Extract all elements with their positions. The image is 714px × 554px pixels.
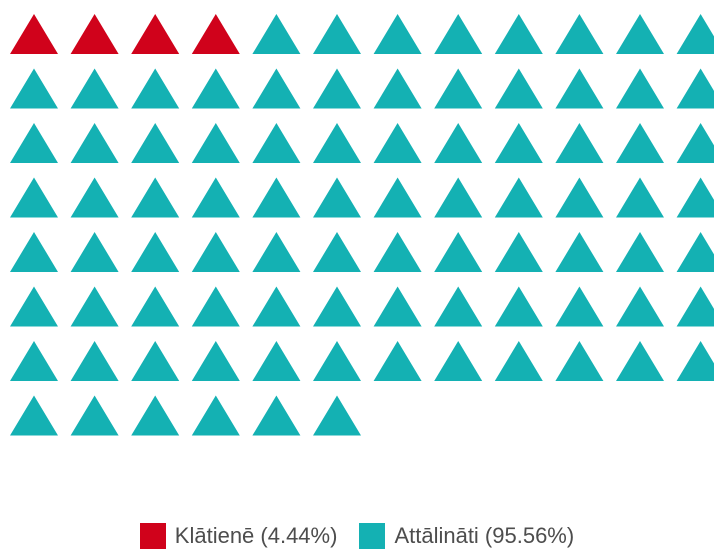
waffle-unit-attalinati xyxy=(373,232,422,272)
waffle-unit-attalinati xyxy=(676,177,714,218)
waffle-unit-attalinati xyxy=(313,14,361,54)
waffle-unit-attalinati xyxy=(70,286,119,327)
waffle-unit-attalinati xyxy=(191,68,240,109)
legend-item-klatiene[interactable]: Klātienē (4.44%) xyxy=(139,523,338,549)
waffle-unit-attalinati xyxy=(313,341,361,381)
waffle-unit-attalinati xyxy=(313,177,361,218)
waffle-unit-attalinati xyxy=(373,14,422,54)
legend-item-attalinati[interactable]: Attālināti (95.56%) xyxy=(359,523,574,549)
waffle-unit-attalinati xyxy=(10,177,58,218)
waffle-unit-attalinati xyxy=(555,177,604,218)
waffle-unit-attalinati xyxy=(676,68,714,109)
waffle-unit-attalinati xyxy=(131,341,180,381)
legend: Klātienē (4.44%) Attālināti (95.56%) xyxy=(0,521,714,551)
waffle-unit-attalinati xyxy=(131,68,180,109)
waffle-unit-attalinati xyxy=(373,341,422,381)
waffle-unit-attalinati xyxy=(10,395,58,436)
waffle-unit-klatiene xyxy=(70,14,119,54)
waffle-unit-attalinati xyxy=(252,395,301,436)
waffle-unit-attalinati xyxy=(676,232,714,272)
waffle-unit-attalinati xyxy=(70,68,119,109)
waffle-unit-attalinati xyxy=(313,123,361,163)
waffle-unit-attalinati xyxy=(434,232,483,272)
waffle-unit-attalinati xyxy=(252,341,301,381)
waffle-unit-attalinati xyxy=(616,341,664,381)
waffle-unit-attalinati xyxy=(373,286,422,327)
waffle-unit-attalinati xyxy=(676,341,714,381)
waffle-unit-attalinati xyxy=(252,14,301,54)
waffle-unit-attalinati xyxy=(313,395,361,436)
waffle-unit-attalinati xyxy=(131,177,180,218)
waffle-unit-attalinati xyxy=(252,68,301,109)
waffle-unit-attalinati xyxy=(10,68,58,109)
waffle-unit-attalinati xyxy=(191,395,240,436)
waffle-unit-attalinati xyxy=(10,286,58,327)
waffle-unit-attalinati xyxy=(10,123,58,163)
waffle-unit-attalinati xyxy=(434,177,483,218)
waffle-unit-attalinati xyxy=(191,123,240,163)
waffle-unit-attalinati xyxy=(131,123,180,163)
legend-swatch-attalinati xyxy=(359,523,386,549)
waffle-unit-attalinati xyxy=(494,341,543,381)
waffle-unit-attalinati xyxy=(373,177,422,218)
waffle-chart xyxy=(10,14,714,436)
waffle-unit-attalinati xyxy=(313,232,361,272)
waffle-unit-attalinati xyxy=(494,232,543,272)
waffle-unit-attalinati xyxy=(616,177,664,218)
waffle-unit-attalinati xyxy=(555,14,604,54)
waffle-unit-attalinati xyxy=(494,68,543,109)
waffle-unit-attalinati xyxy=(555,286,604,327)
waffle-unit-attalinati xyxy=(434,341,483,381)
waffle-unit-attalinati xyxy=(373,123,422,163)
waffle-unit-attalinati xyxy=(10,232,58,272)
waffle-unit-attalinati xyxy=(252,177,301,218)
waffle-unit-attalinati xyxy=(191,286,240,327)
waffle-unit-attalinati xyxy=(131,395,180,436)
waffle-unit-attalinati xyxy=(131,232,180,272)
waffle-unit-attalinati xyxy=(555,341,604,381)
waffle-unit-attalinati xyxy=(313,68,361,109)
waffle-unit-klatiene xyxy=(191,14,240,54)
waffle-unit-attalinati xyxy=(70,232,119,272)
legend-label-klatiene: Klātienē (4.44%) xyxy=(174,523,338,548)
waffle-unit-attalinati xyxy=(676,14,714,54)
waffle-unit-attalinati xyxy=(313,286,361,327)
waffle-unit-attalinati xyxy=(252,232,301,272)
waffle-unit-attalinati xyxy=(616,286,664,327)
waffle-unit-attalinati xyxy=(616,232,664,272)
waffle-unit-attalinati xyxy=(494,14,543,54)
waffle-unit-attalinati xyxy=(252,286,301,327)
waffle-unit-klatiene xyxy=(10,14,58,54)
waffle-unit-attalinati xyxy=(434,68,483,109)
legend-label-attalinati: Attālināti (95.56%) xyxy=(394,523,575,548)
waffle-unit-attalinati xyxy=(676,123,714,163)
waffle-unit-attalinati xyxy=(70,395,119,436)
waffle-unit-attalinati xyxy=(616,123,664,163)
waffle-unit-attalinati xyxy=(434,14,483,54)
waffle-unit-attalinati xyxy=(70,341,119,381)
waffle-unit-attalinati xyxy=(434,286,483,327)
waffle-unit-klatiene xyxy=(131,14,180,54)
waffle-unit-attalinati xyxy=(70,123,119,163)
waffle-unit-attalinati xyxy=(70,177,119,218)
waffle-unit-attalinati xyxy=(10,341,58,381)
waffle-unit-attalinati xyxy=(434,123,483,163)
waffle-unit-attalinati xyxy=(494,123,543,163)
legend-swatch-klatiene xyxy=(139,523,166,549)
waffle-unit-attalinati xyxy=(252,123,301,163)
waffle-unit-attalinati xyxy=(555,68,604,109)
waffle-unit-attalinati xyxy=(494,286,543,327)
waffle-unit-attalinati xyxy=(131,286,180,327)
waffle-unit-attalinati xyxy=(373,68,422,109)
waffle-unit-attalinati xyxy=(191,232,240,272)
waffle-unit-attalinati xyxy=(555,123,604,163)
waffle-unit-attalinati xyxy=(494,177,543,218)
waffle-unit-attalinati xyxy=(191,341,240,381)
waffle-unit-attalinati xyxy=(191,177,240,218)
waffle-unit-attalinati xyxy=(676,286,714,327)
waffle-unit-attalinati xyxy=(616,68,664,109)
waffle-unit-attalinati xyxy=(616,14,664,54)
waffle-unit-attalinati xyxy=(555,232,604,272)
